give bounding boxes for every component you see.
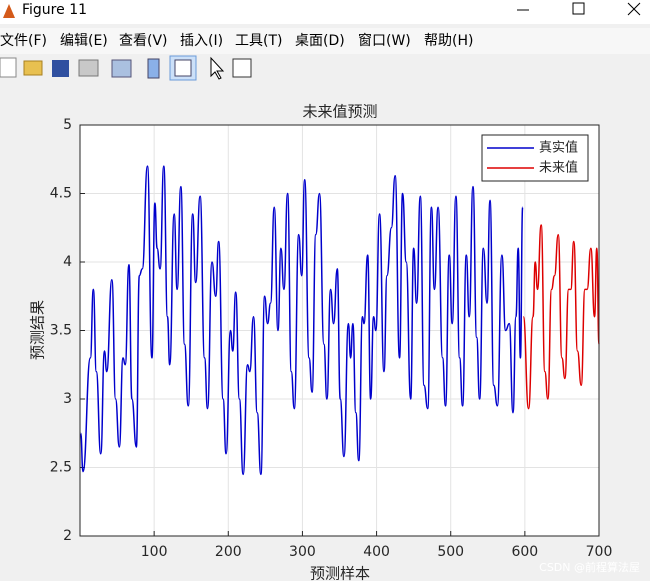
x-tick-label: 400 — [363, 544, 390, 560]
menu-item[interactable]: 窗口(W) — [358, 32, 411, 49]
menu-item[interactable]: 插入(I) — [180, 33, 223, 49]
menu-item[interactable]: 桌面(D) — [295, 33, 345, 49]
y-tick-label: 2 — [63, 528, 72, 544]
print-button[interactable] — [78, 59, 99, 77]
x-tick-label: 200 — [215, 544, 242, 560]
y-tick-label: 4.5 — [50, 186, 72, 202]
x-tick-label: 500 — [437, 544, 464, 560]
x-axis-label: 预测样本 — [310, 565, 370, 581]
menu-item[interactable]: 查看(V) — [119, 33, 168, 49]
link-button[interactable] — [111, 59, 132, 78]
menu-item[interactable]: 帮助(H) — [424, 33, 473, 49]
legend-box — [481, 134, 589, 182]
menu-bar — [0, 28, 650, 54]
menu: 文件(F) 编辑(E) 查看(V) 插入(I) 工具(T) 桌面(D) 窗口(W) 帮助(H) — [0, 32, 473, 49]
data-line — [79, 165, 524, 476]
colorbar-button[interactable] — [147, 58, 160, 79]
y-tick-label: 2.5 — [50, 460, 72, 476]
y-tick-label: 4 — [63, 254, 72, 270]
maximize-button[interactable] — [572, 2, 585, 15]
y-tick-label: 5 — [63, 117, 72, 133]
legend-icon — [174, 59, 192, 77]
new-button[interactable] — [0, 57, 17, 78]
x-tick-label: 100 — [141, 544, 168, 560]
y-tick-label: 3.5 — [50, 323, 72, 339]
menu-item[interactable]: 文件(F) — [0, 33, 47, 49]
x-tick-label: 600 — [511, 544, 538, 560]
axes-box — [79, 124, 600, 537]
y-tick-label: 3 — [63, 391, 72, 407]
y-axis-label: 预测结果 — [29, 300, 47, 360]
x-tick-label: 300 — [289, 544, 316, 560]
x-tick-label: 700 — [586, 544, 613, 560]
legend-label: 真实值 — [539, 140, 578, 156]
chart-title: 未来值预测 — [302, 103, 377, 121]
close-button[interactable] — [627, 2, 641, 16]
data-line — [522, 224, 600, 410]
legend-label: 未来值 — [539, 160, 578, 176]
window-title: Figure 11 — [22, 2, 87, 18]
save-button[interactable] — [52, 60, 69, 77]
menu-item[interactable]: 工具(T) — [235, 33, 282, 49]
app-icon — [3, 4, 15, 18]
property-button[interactable] — [232, 58, 252, 78]
toolbar — [0, 55, 252, 81]
title-bar — [0, 0, 650, 24]
menu-item[interactable]: 编辑(E) — [60, 33, 108, 49]
watermark: CSDN @前程算法屋 — [539, 560, 640, 574]
open-button[interactable] — [23, 60, 43, 76]
edit-plot-button[interactable] — [210, 56, 225, 80]
